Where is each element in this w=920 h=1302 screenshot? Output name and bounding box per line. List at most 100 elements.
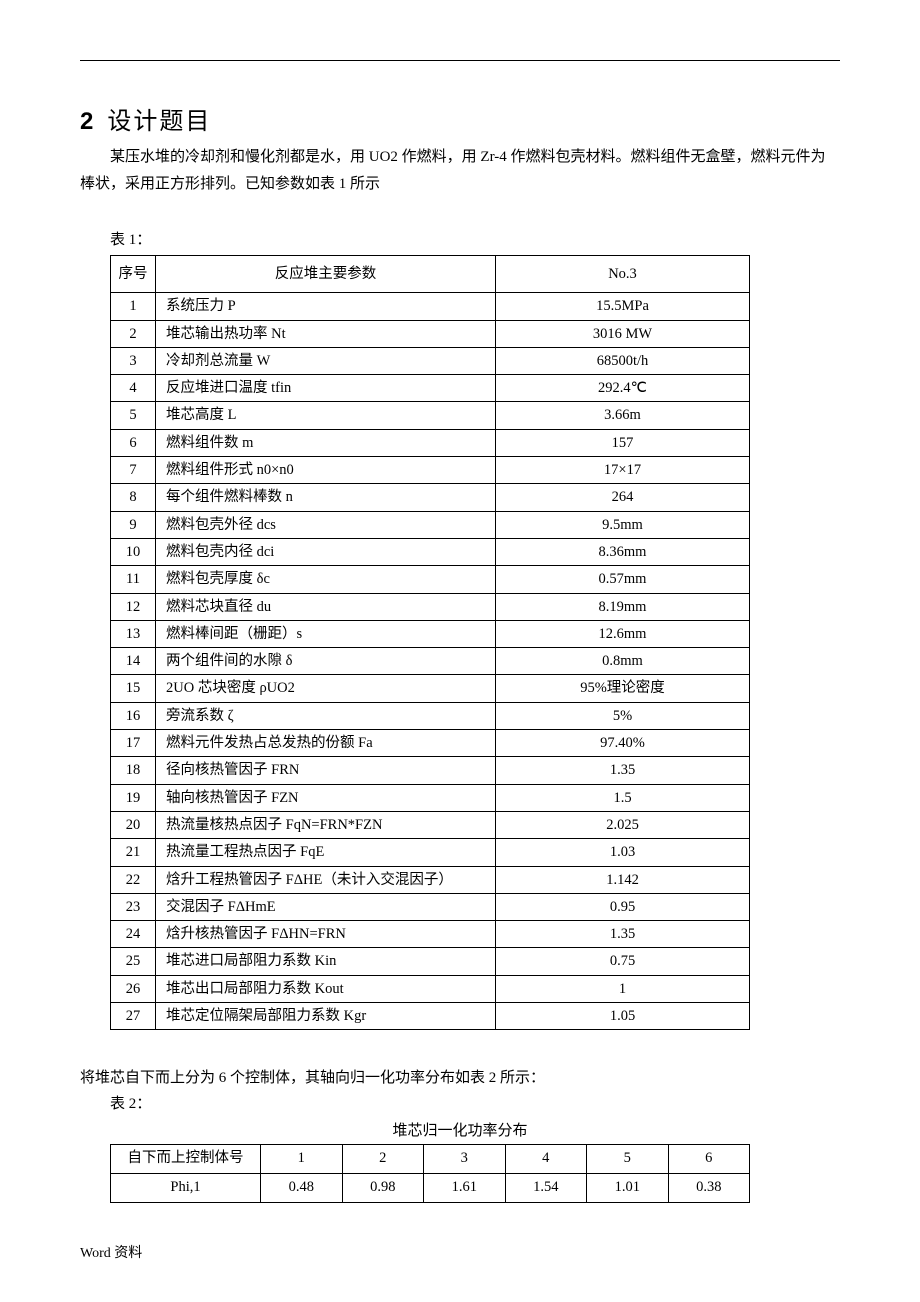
row-idx: 16 <box>111 702 156 729</box>
table-row: 22焓升工程热管因子 FΔHE（未计入交混因子）1.142 <box>111 866 750 893</box>
table2-label: 表 2： <box>80 1092 840 1113</box>
table-row: 18径向核热管因子 FRN1.35 <box>111 757 750 784</box>
row-idx: 9 <box>111 511 156 538</box>
row-param: 燃料棒间距（栅距）s <box>156 620 496 647</box>
table-row: 12燃料芯块直径 du8.19mm <box>111 593 750 620</box>
row-param: 燃料包壳内径 dci <box>156 538 496 565</box>
power-val: 0.38 <box>668 1174 750 1203</box>
row-param: 焓升工程热管因子 FΔHE（未计入交混因子） <box>156 866 496 893</box>
row-val: 8.36mm <box>496 538 750 565</box>
row-val: 12.6mm <box>496 620 750 647</box>
row-param: 堆芯输出热功率 Nt <box>156 320 496 347</box>
row-idx: 5 <box>111 402 156 429</box>
row-val: 97.40% <box>496 730 750 757</box>
table-row: 23交混因子 FΔHmE0.95 <box>111 893 750 920</box>
table-row: 10燃料包壳内径 dci8.36mm <box>111 538 750 565</box>
row-idx: 2 <box>111 320 156 347</box>
row-idx: 19 <box>111 784 156 811</box>
row-val: 0.8mm <box>496 648 750 675</box>
row-val: 8.19mm <box>496 593 750 620</box>
table-row: 8每个组件燃料棒数 n264 <box>111 484 750 511</box>
row-idx: 14 <box>111 648 156 675</box>
row-val: 1.142 <box>496 866 750 893</box>
row-param: 堆芯定位隔架局部阻力系数 Kgr <box>156 1003 496 1030</box>
parameters-table: 序号 反应堆主要参数 No.3 1系统压力 P15.5MPa2堆芯输出热功率 N… <box>110 255 750 1030</box>
row-idx: 20 <box>111 811 156 838</box>
intro-paragraph: 某压水堆的冷却剂和慢化剂都是水，用 UO2 作燃料，用 Zr-4 作燃料包壳材料… <box>80 144 840 198</box>
row-val: 264 <box>496 484 750 511</box>
row-idx: 22 <box>111 866 156 893</box>
table-row: 2堆芯输出热功率 Nt3016 MW <box>111 320 750 347</box>
table-row: 9燃料包壳外径 dcs9.5mm <box>111 511 750 538</box>
power-col: 5 <box>587 1145 669 1174</box>
table-row: 152UO 芯块密度 ρUO295%理论密度 <box>111 675 750 702</box>
row-val: 95%理论密度 <box>496 675 750 702</box>
row-val: 5% <box>496 702 750 729</box>
table-row: 6燃料组件数 m157 <box>111 429 750 456</box>
power-col: 1 <box>261 1145 343 1174</box>
power-val: 1.61 <box>424 1174 506 1203</box>
row-val: 3.66m <box>496 402 750 429</box>
between-paragraph: 将堆芯自下而上分为 6 个控制体，其轴向归一化功率分布如表 2 所示： <box>80 1065 840 1092</box>
row-param: 燃料组件数 m <box>156 429 496 456</box>
row-idx: 18 <box>111 757 156 784</box>
row-param: 燃料包壳厚度 δc <box>156 566 496 593</box>
row-param: 轴向核热管因子 FZN <box>156 784 496 811</box>
power-col: 6 <box>668 1145 750 1174</box>
row-param: 燃料芯块直径 du <box>156 593 496 620</box>
header-idx: 序号 <box>111 256 156 293</box>
power-header-label: 自下而上控制体号 <box>111 1145 261 1174</box>
section-number: 2 <box>80 108 95 135</box>
power-val: 1.54 <box>505 1174 587 1203</box>
row-val: 0.75 <box>496 948 750 975</box>
row-val: 292.4℃ <box>496 375 750 402</box>
power-distribution-table: 自下而上控制体号 1 2 3 4 5 6 Phi,1 0.48 0.98 1.6… <box>110 1144 750 1203</box>
row-idx: 12 <box>111 593 156 620</box>
table-row: 自下而上控制体号 1 2 3 4 5 6 <box>111 1145 750 1174</box>
row-param: 焓升核热管因子 FΔHN=FRN <box>156 921 496 948</box>
table-row: Phi,1 0.48 0.98 1.61 1.54 1.01 0.38 <box>111 1174 750 1203</box>
row-idx: 26 <box>111 975 156 1002</box>
row-idx: 8 <box>111 484 156 511</box>
table1-label: 表 1： <box>80 228 840 249</box>
row-val: 3016 MW <box>496 320 750 347</box>
row-param: 反应堆进口温度 tfin <box>156 375 496 402</box>
row-param: 堆芯出口局部阻力系数 Kout <box>156 975 496 1002</box>
header-param: 反应堆主要参数 <box>156 256 496 293</box>
row-val: 157 <box>496 429 750 456</box>
row-val: 1.35 <box>496 757 750 784</box>
row-val: 0.95 <box>496 893 750 920</box>
table-row: 24焓升核热管因子 FΔHN=FRN1.35 <box>111 921 750 948</box>
power-row-label: Phi,1 <box>111 1174 261 1203</box>
row-idx: 7 <box>111 457 156 484</box>
row-idx: 15 <box>111 675 156 702</box>
table-row: 14两个组件间的水隙 δ0.8mm <box>111 648 750 675</box>
power-val: 0.48 <box>261 1174 343 1203</box>
row-param: 热流量工程热点因子 FqE <box>156 839 496 866</box>
row-idx: 1 <box>111 293 156 320</box>
row-idx: 6 <box>111 429 156 456</box>
row-idx: 10 <box>111 538 156 565</box>
table-row: 1系统压力 P15.5MPa <box>111 293 750 320</box>
section-title: 2设计题目 <box>80 101 840 136</box>
table-row: 13燃料棒间距（栅距）s12.6mm <box>111 620 750 647</box>
row-param: 径向核热管因子 FRN <box>156 757 496 784</box>
row-idx: 27 <box>111 1003 156 1030</box>
table-row: 19轴向核热管因子 FZN1.5 <box>111 784 750 811</box>
row-param: 燃料元件发热占总发热的份额 Fa <box>156 730 496 757</box>
power-col: 2 <box>342 1145 424 1174</box>
power-col: 3 <box>424 1145 506 1174</box>
table-row: 3冷却剂总流量 W68500t/h <box>111 347 750 374</box>
row-val: 1.5 <box>496 784 750 811</box>
row-val: 68500t/h <box>496 347 750 374</box>
row-val: 0.57mm <box>496 566 750 593</box>
row-param: 堆芯高度 L <box>156 402 496 429</box>
row-idx: 24 <box>111 921 156 948</box>
row-val: 2.025 <box>496 811 750 838</box>
row-val: 9.5mm <box>496 511 750 538</box>
row-param: 冷却剂总流量 W <box>156 347 496 374</box>
table-row: 21热流量工程热点因子 FqE1.03 <box>111 839 750 866</box>
row-param: 堆芯进口局部阻力系数 Kin <box>156 948 496 975</box>
power-val: 0.98 <box>342 1174 424 1203</box>
row-idx: 11 <box>111 566 156 593</box>
